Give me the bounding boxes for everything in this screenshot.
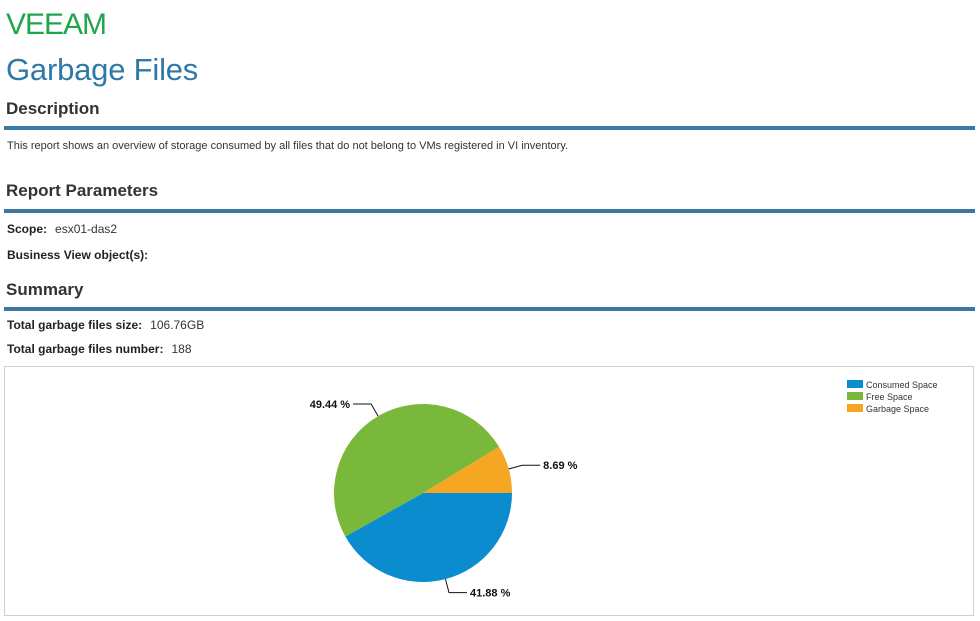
pie-leader-line	[444, 578, 468, 594]
legend-swatch	[847, 392, 863, 400]
pie-slice-label: 49.44 %	[310, 399, 351, 411]
total-number-value: 188	[171, 342, 192, 356]
total-size-label: Total garbage files size:	[7, 318, 143, 332]
legend-swatch	[847, 380, 863, 388]
pie-chart: 41.88 % 49.44 % 8.69 % Consumed Space Free S…	[310, 380, 938, 600]
total-size-value: 106.76GB	[150, 318, 205, 332]
pie-slice-free-space	[334, 404, 500, 537]
pie-slice-garbage-space	[423, 446, 512, 493]
business-view-row: Business View object(s):	[7, 248, 156, 262]
pie-slice-label: 8.69 %	[543, 460, 577, 472]
logo-text: VEEAM	[6, 8, 106, 41]
pie-leader-line	[508, 464, 541, 470]
summary-rule	[4, 307, 975, 311]
report-title: Garbage Files	[6, 52, 199, 87]
total-number-label: Total garbage files number:	[7, 342, 164, 356]
parameters-heading: Report Parameters	[6, 181, 159, 200]
description-text: This report shows an overview of storage…	[7, 140, 569, 152]
pie-slice-label: 41.88 %	[470, 588, 511, 600]
total-number-row: Total garbage files number: 188	[7, 342, 192, 356]
pie-chart-panel: 41.88 % 49.44 % 8.69 % Consumed Space Free S…	[4, 366, 974, 616]
legend-label: Garbage Space	[866, 404, 929, 414]
business-view-label: Business View object(s):	[7, 248, 149, 262]
veeam-logo: VEEAM	[6, 6, 122, 42]
total-size-row: Total garbage files size: 106.76GB	[7, 318, 204, 332]
description-rule	[4, 126, 975, 130]
scope-value: esx01-das2	[55, 222, 118, 236]
parameters-rule	[4, 209, 975, 213]
description-heading: Description	[6, 99, 100, 118]
legend-label: Free Space	[866, 392, 913, 402]
summary-heading: Summary	[6, 280, 84, 299]
scope-row: Scope: esx01-das2	[7, 222, 117, 236]
scope-label: Scope:	[7, 222, 48, 236]
pie-slice-consumed-space	[345, 493, 512, 582]
legend-swatch	[847, 404, 863, 412]
legend-label: Consumed Space	[866, 380, 938, 390]
pie-leader-line	[353, 403, 379, 417]
